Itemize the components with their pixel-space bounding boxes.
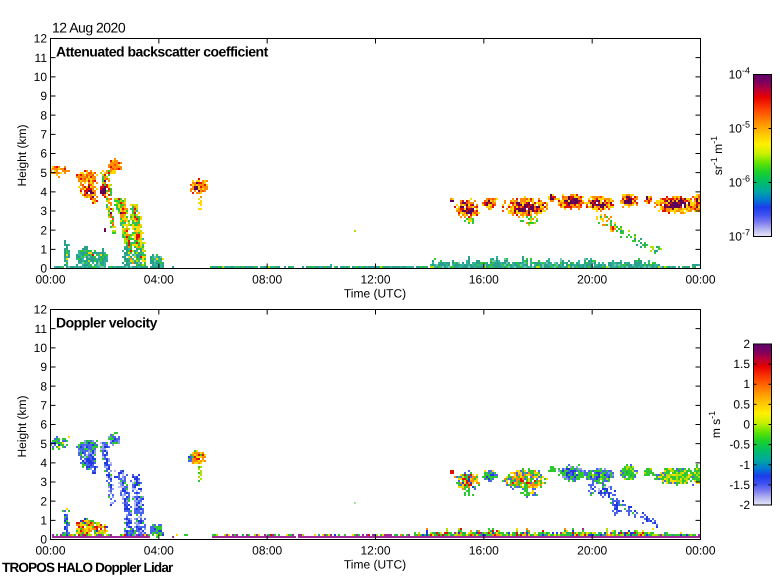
svg-text:2: 2 (40, 494, 47, 508)
svg-text:2: 2 (40, 223, 47, 237)
svg-text:08:00: 08:00 (252, 544, 282, 558)
svg-text:-1.5: -1.5 (729, 478, 750, 492)
svg-text:12 Aug 2020: 12 Aug 2020 (52, 20, 126, 36)
svg-text:6: 6 (40, 418, 47, 432)
svg-text:TROPOS HALO Doppler Lidar: TROPOS HALO Doppler Lidar (2, 560, 174, 575)
svg-text:0: 0 (743, 418, 750, 432)
svg-text:1.5: 1.5 (733, 357, 750, 371)
svg-text:12:00: 12:00 (360, 273, 390, 287)
svg-text:7: 7 (40, 128, 47, 142)
svg-text:10: 10 (34, 70, 48, 84)
svg-text:04:00: 04:00 (144, 273, 174, 287)
svg-text:6: 6 (40, 147, 47, 161)
svg-text:12: 12 (34, 32, 48, 46)
svg-text:12:00: 12:00 (360, 544, 390, 558)
svg-text:1: 1 (743, 377, 750, 391)
svg-text:0.5: 0.5 (733, 397, 750, 411)
svg-text:-1: -1 (739, 458, 750, 472)
svg-text:-0.5: -0.5 (729, 438, 750, 452)
svg-text:20:00: 20:00 (577, 273, 607, 287)
svg-text:12: 12 (34, 303, 48, 317)
svg-text:20:00: 20:00 (577, 544, 607, 558)
svg-text:2: 2 (743, 337, 750, 351)
svg-text:00:00: 00:00 (35, 273, 65, 287)
svg-text:3: 3 (40, 204, 47, 218)
svg-text:10: 10 (34, 341, 48, 355)
svg-text:16:00: 16:00 (469, 273, 499, 287)
svg-text:0: 0 (40, 533, 47, 547)
svg-text:5: 5 (40, 166, 47, 180)
svg-text:11: 11 (35, 51, 48, 65)
svg-text:sr-1 m-1: sr-1 m-1 (709, 136, 725, 175)
svg-text:00:00: 00:00 (685, 544, 715, 558)
svg-text:8: 8 (40, 108, 47, 122)
svg-text:9: 9 (40, 360, 47, 374)
svg-text:3: 3 (40, 475, 47, 489)
svg-text:00:00: 00:00 (35, 544, 65, 558)
svg-text:08:00: 08:00 (252, 273, 282, 287)
svg-text:Doppler velocity: Doppler velocity (56, 315, 158, 331)
svg-text:4: 4 (40, 456, 47, 470)
svg-text:Height (km): Height (km) (15, 395, 29, 457)
svg-text:11: 11 (35, 322, 48, 336)
svg-text:4: 4 (40, 185, 47, 199)
svg-text:Time (UTC): Time (UTC) (344, 287, 406, 301)
svg-text:-2: -2 (739, 498, 750, 512)
svg-text:7: 7 (40, 399, 47, 413)
svg-text:Height (km): Height (km) (15, 124, 29, 186)
svg-text:Attenuated backscatter coeffic: Attenuated backscatter coefficient (56, 44, 269, 60)
svg-text:0: 0 (40, 262, 47, 276)
svg-text:8: 8 (40, 379, 47, 393)
svg-text:1: 1 (40, 514, 47, 528)
svg-text:Time (UTC): Time (UTC) (344, 558, 406, 572)
svg-text:04:00: 04:00 (144, 544, 174, 558)
svg-text:1: 1 (40, 243, 47, 257)
svg-text:5: 5 (40, 437, 47, 451)
svg-text:00:00: 00:00 (685, 273, 715, 287)
svg-text:16:00: 16:00 (469, 544, 499, 558)
svg-text:9: 9 (40, 89, 47, 103)
